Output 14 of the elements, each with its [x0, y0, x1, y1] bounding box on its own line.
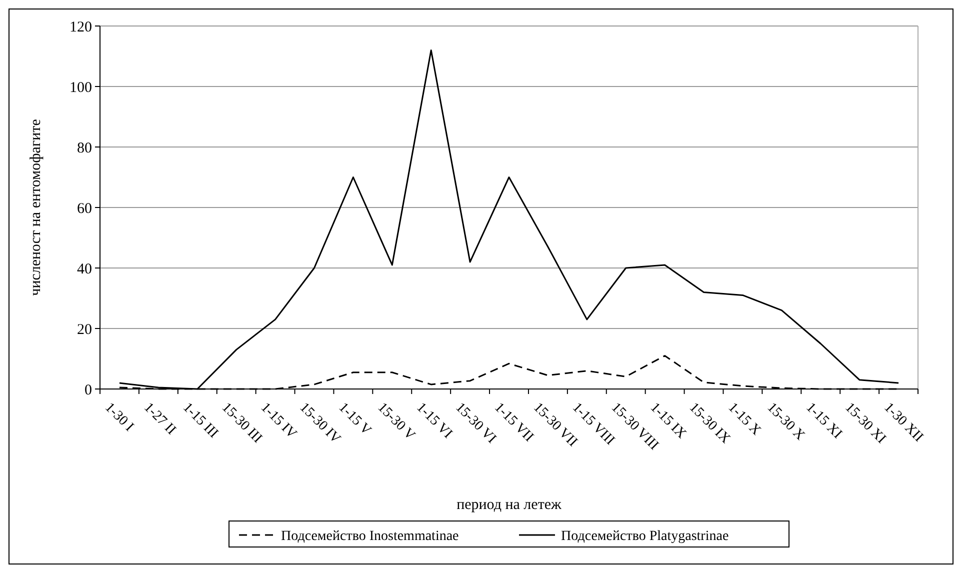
x-tick-label: 1-30 I [102, 400, 136, 435]
x-axis-title: период на летеж [456, 497, 562, 513]
y-tick-label: 60 [77, 200, 92, 217]
y-tick-label: 20 [77, 322, 92, 338]
x-tick-label: 1-27 II [140, 400, 179, 438]
y-tick-label: 100 [70, 80, 92, 96]
x-tick-label: 1-15 III [180, 400, 221, 442]
legend-label: Подсемейство Inostemmatinae [281, 528, 459, 544]
legend-label: Подсемейство Platygastrinae [561, 528, 729, 544]
y-tick-label: 0 [84, 382, 92, 398]
y-tick-label: 80 [77, 140, 92, 156]
y-tick-label: 40 [77, 261, 92, 278]
y-tick-label: 120 [70, 19, 92, 36]
y-axis-title: численост на ентомофагите [28, 118, 44, 296]
